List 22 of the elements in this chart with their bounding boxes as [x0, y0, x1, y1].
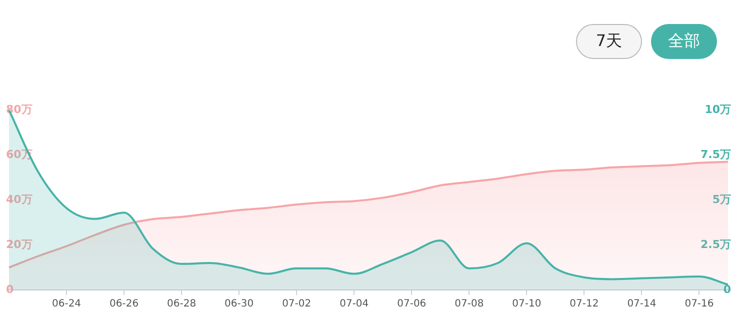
x-tick-label: 06-24	[52, 298, 82, 310]
y-tick-label: 80万	[6, 102, 32, 116]
x-tick-label: 06-28	[167, 298, 196, 310]
y-tick-label: 20万	[6, 238, 32, 251]
x-tick-label: 07-02	[282, 298, 312, 310]
x-tick-label: 07-08	[454, 298, 484, 310]
y2-tick-label: 5万	[712, 192, 731, 206]
y2-tick-label: 0	[723, 282, 732, 296]
x-tick-label: 07-10	[512, 298, 542, 310]
button: 7天	[576, 24, 642, 59]
x-tick-label: 07-04	[340, 298, 369, 310]
y2-tick-label: 10万	[704, 102, 731, 116]
x-tick-label: 06-26	[110, 298, 139, 310]
x-tick-label: 07-12	[570, 298, 599, 310]
y2-tick-label: 2.5万	[700, 238, 731, 251]
x-tick-label: 07-16	[684, 298, 714, 310]
x-tick-label: 07-14	[627, 298, 656, 310]
y-tick-label: 40万	[6, 192, 32, 206]
x-tick-label: 06-30	[224, 298, 254, 310]
y2-tick-label: 7.5万	[700, 148, 731, 161]
x-tick-label: 07-06	[397, 298, 426, 310]
button: 全部	[651, 24, 717, 59]
